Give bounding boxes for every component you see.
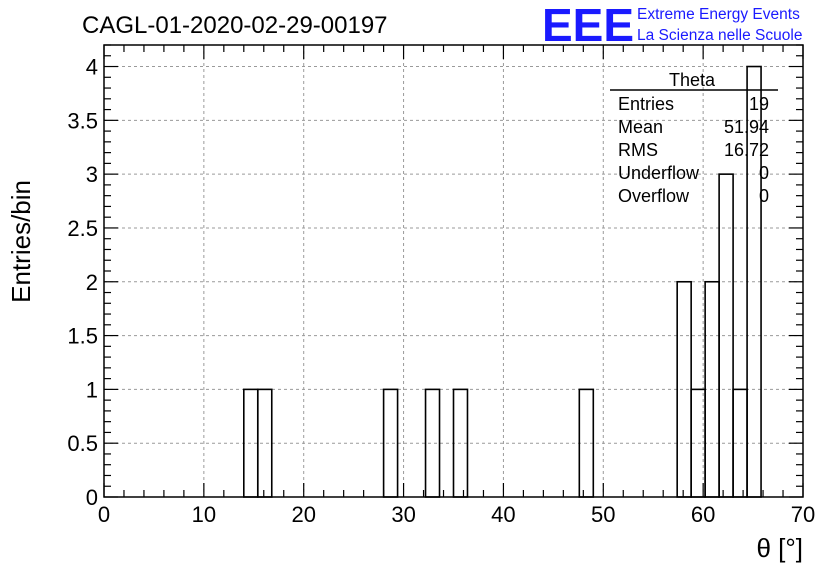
x-tick-label: 30 — [391, 502, 415, 527]
x-axis-title: θ [°] — [756, 533, 803, 563]
x-tick-label: 40 — [491, 502, 515, 527]
x-tick-label: 0 — [98, 502, 110, 527]
logo-eee: EEE — [542, 0, 634, 51]
y-tick-label: 1.5 — [67, 324, 98, 349]
grid-layer — [104, 45, 803, 497]
logo-line-1: Extreme Energy Events — [637, 6, 800, 23]
stats-value: 19 — [749, 94, 769, 114]
stats-rows: Entries 19 Mean 51.94 RMS 16.72 Underflow 0 Over… — [618, 94, 769, 206]
stats-value: 51.94 — [724, 117, 769, 137]
logo-line-2: La Scienza nelle Scuole — [637, 27, 802, 44]
x-tick-label: 60 — [691, 502, 715, 527]
y-tick-label: 3.5 — [67, 108, 98, 133]
x-tick-label: 50 — [591, 502, 615, 527]
y-tick-label: 2.5 — [67, 216, 98, 241]
eee-logo: EEE Extreme Energy Events La Scienza nel… — [542, 0, 802, 51]
y-tick-label: 3 — [86, 162, 98, 187]
histogram-bar — [256, 388, 273, 498]
x-tick-label: 20 — [291, 502, 315, 527]
histogram-bar — [382, 388, 399, 498]
stats-label: Underflow — [618, 163, 700, 183]
x-tick-label: 70 — [791, 502, 815, 527]
axis-tick-labels: 0 10 20 30 40 50 60 70 0 0.5 1 1.5 2 2.5 3 3.5 4 — [67, 55, 815, 527]
axis-ticks — [103, 44, 804, 498]
y-tick-label: 1 — [86, 377, 98, 402]
stats-value: 0 — [759, 186, 769, 206]
histogram-bar — [718, 173, 734, 498]
y-tick-label: 4 — [86, 55, 98, 80]
y-tick-label: 0.5 — [67, 431, 98, 456]
histogram-bars — [243, 65, 762, 498]
stats-value: 0 — [759, 163, 769, 183]
y-axis-title: Entries/bin — [6, 180, 36, 303]
y-tick-label: 2 — [86, 270, 98, 295]
chart-title: CAGL-01-2020-02-29-00197 — [82, 12, 388, 39]
stats-label: RMS — [618, 140, 658, 160]
histogram-bar — [424, 388, 441, 498]
stats-title: Theta — [669, 70, 716, 90]
stats-label: Mean — [618, 117, 663, 137]
stats-box: Theta Entries 19 Mean 51.94 RMS 16.72 Underflo… — [610, 70, 778, 206]
x-tick-label: 10 — [192, 502, 216, 527]
histogram-bar — [676, 280, 692, 498]
stats-label: Overflow — [618, 186, 690, 206]
y-tick-label: 0 — [86, 485, 98, 510]
plot-frame — [103, 44, 804, 498]
stats-label: Entries — [618, 94, 674, 114]
stats-value: 16.72 — [724, 140, 769, 160]
